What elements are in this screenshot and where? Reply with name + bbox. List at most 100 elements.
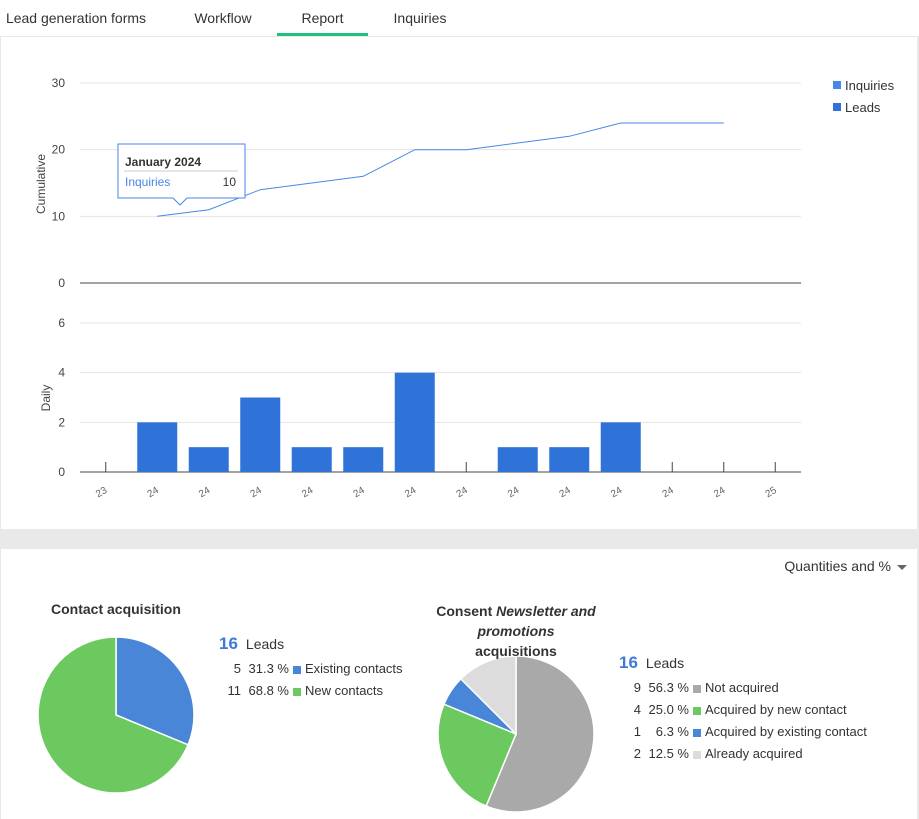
daily-bar[interactable] bbox=[188, 447, 229, 472]
contact-total-number: 16 bbox=[219, 634, 238, 653]
legend-count: 9 bbox=[633, 680, 641, 695]
x-tick-label: 24 bbox=[403, 485, 419, 500]
legend-count: 5 bbox=[233, 661, 241, 676]
legend-swatch bbox=[693, 706, 701, 715]
y-tick-label: 0 bbox=[58, 465, 65, 479]
legend-percent: 6.3 % bbox=[655, 724, 689, 739]
quantities-dropdown[interactable]: Quantities and % bbox=[784, 558, 907, 574]
consent-acquisition-legend: 9 56.3 % Not acquired 4 25.0 % Acquired by n… bbox=[619, 677, 867, 765]
x-tick-label: 24 bbox=[146, 485, 162, 500]
x-tick-label: 23 bbox=[94, 485, 110, 500]
legend-label: Acquired by new contact bbox=[705, 702, 847, 717]
x-tick-label: 24 bbox=[609, 485, 625, 500]
daily-bar[interactable] bbox=[137, 422, 178, 472]
legend-label: Existing contacts bbox=[305, 661, 403, 676]
cumulative-y-label: Cumulative bbox=[34, 154, 48, 214]
chart-tooltip: January 2024 Inquiries 10 bbox=[117, 143, 246, 206]
legend-label: New contacts bbox=[305, 683, 384, 698]
x-tick-label: 24 bbox=[455, 485, 471, 500]
daily-bar[interactable] bbox=[600, 422, 641, 472]
legend-percent: 31.3 % bbox=[248, 661, 289, 676]
daily-bar[interactable] bbox=[394, 372, 435, 472]
daily-bars bbox=[105, 372, 776, 473]
legend-row: 4 25.0 % Acquired by new contact bbox=[619, 699, 867, 721]
legend-row: 9 56.3 % Not acquired bbox=[619, 677, 867, 699]
quantities-dropdown-label: Quantities and % bbox=[784, 558, 891, 574]
legend-swatch bbox=[293, 687, 301, 696]
x-tick-label: 24 bbox=[300, 485, 316, 500]
x-ticks: 23 24 24 24 24 24 24 24 24 24 24 24 24 25 bbox=[94, 485, 779, 500]
consent-total-number: 16 bbox=[619, 653, 638, 672]
daily-bar[interactable] bbox=[240, 397, 281, 473]
legend-row: 1 6.3 % Acquired by existing contact bbox=[619, 721, 867, 743]
tooltip-value: 10 bbox=[223, 175, 237, 189]
legend-row: 11 68.8 % New contacts bbox=[219, 680, 403, 702]
tooltip-series: Inquiries bbox=[125, 175, 170, 189]
legend-label: Not acquired bbox=[705, 680, 779, 695]
consent-total-label: Leads bbox=[645, 655, 685, 671]
consent-acquisition-total: 16 Leads bbox=[619, 653, 684, 673]
y-tick-label: 0 bbox=[58, 276, 65, 290]
legend-row: 2 12.5 % Already acquired bbox=[619, 743, 867, 765]
y-tick-label: 4 bbox=[58, 366, 65, 380]
x-tick-label: 24 bbox=[197, 485, 213, 500]
consent-title-emphasis: Newsletter and promotions bbox=[477, 603, 596, 639]
legend-swatch bbox=[693, 728, 701, 737]
tooltip-title: January 2024 bbox=[125, 155, 201, 169]
daily-bar[interactable] bbox=[291, 447, 332, 472]
daily-bar[interactable] bbox=[497, 447, 538, 472]
y-tick-label: 6 bbox=[58, 316, 65, 330]
legend-count: 1 bbox=[633, 724, 641, 739]
x-tick-label: 24 bbox=[712, 485, 728, 500]
legend-percent: 25.0 % bbox=[648, 702, 689, 717]
contact-acquisition-total: 16 Leads bbox=[219, 634, 284, 654]
y-tick-label: 2 bbox=[58, 415, 65, 429]
tab-lead-generation-forms[interactable]: Lead generation forms bbox=[5, 10, 147, 26]
y-tick-label: 20 bbox=[52, 143, 66, 157]
x-tick-label: 24 bbox=[661, 485, 677, 500]
legend-percent: 68.8 % bbox=[248, 683, 289, 698]
daily-y-label: Daily bbox=[39, 385, 53, 412]
tab-workflow[interactable]: Workflow bbox=[194, 10, 252, 26]
tab-inquiries[interactable]: Inquiries bbox=[393, 10, 447, 26]
tab-report[interactable]: Report bbox=[277, 0, 368, 36]
legend-row: 5 31.3 % Existing contacts bbox=[219, 658, 403, 680]
daily-bar[interactable] bbox=[343, 447, 384, 472]
x-tick-label: 25 bbox=[764, 485, 780, 500]
x-tick-label: 24 bbox=[506, 485, 522, 500]
consent-acquisition-title: Consent Newsletter and promotions acquis… bbox=[436, 601, 596, 661]
legend-inquiries[interactable]: Inquiries bbox=[845, 78, 895, 93]
consent-title-prefix: Consent bbox=[436, 603, 497, 619]
tooltip-box bbox=[117, 143, 246, 206]
legend-count: 2 bbox=[633, 746, 641, 761]
legend-leads[interactable]: Leads bbox=[845, 100, 881, 115]
inquiries-line bbox=[157, 122, 724, 217]
legend-label: Already acquired bbox=[705, 746, 803, 761]
tab-bar: Lead generation forms Workflow Report In… bbox=[0, 0, 919, 36]
consent-title-suffix: acquisitions bbox=[475, 643, 557, 659]
legend-inquiries-swatch bbox=[833, 81, 841, 89]
legend-swatch bbox=[693, 750, 701, 759]
daily-bar[interactable] bbox=[549, 447, 590, 472]
y-tick-label: 30 bbox=[52, 76, 66, 90]
legend-percent: 56.3 % bbox=[648, 680, 689, 695]
legend-count: 4 bbox=[633, 702, 641, 717]
x-tick-label: 24 bbox=[352, 485, 368, 500]
legend-count: 11 bbox=[227, 683, 242, 698]
cumulative-y-ticks: 30 20 10 0 bbox=[52, 76, 66, 290]
y-tick-label: 10 bbox=[52, 209, 66, 223]
contact-total-label: Leads bbox=[245, 636, 285, 652]
daily-gridlines bbox=[80, 322, 801, 473]
legend-leads-swatch bbox=[833, 103, 841, 111]
chevron-down-icon bbox=[897, 564, 907, 570]
legend-label: Acquired by existing contact bbox=[705, 724, 867, 739]
daily-y-ticks: 6 4 2 0 bbox=[58, 316, 65, 479]
x-tick-label: 24 bbox=[249, 485, 265, 500]
legend-swatch bbox=[693, 684, 701, 693]
contact-acquisition-legend: 5 31.3 % Existing contacts 11 68.8 % New con… bbox=[219, 658, 403, 702]
legend-percent: 12.5 % bbox=[648, 746, 689, 761]
contact-acquisition-title: Contact acquisition bbox=[51, 601, 181, 617]
legend-swatch bbox=[293, 665, 301, 674]
x-tick-label: 24 bbox=[558, 485, 574, 500]
